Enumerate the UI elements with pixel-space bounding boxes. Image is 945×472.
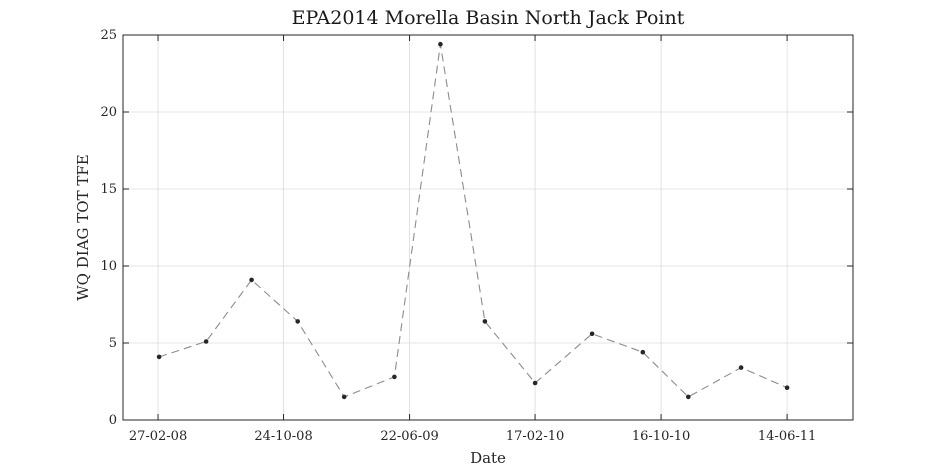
- data-point: [738, 365, 744, 370]
- data-point: [249, 277, 254, 283]
- data-point: [686, 394, 691, 400]
- y-tick-label: 5: [109, 336, 117, 351]
- data-point: [640, 349, 646, 355]
- x-tick-label: 24-10-08: [254, 429, 312, 444]
- x-tick-label: 14-06-11: [758, 429, 816, 444]
- data-point: [341, 394, 347, 400]
- data-point: [156, 354, 162, 360]
- data-point: [203, 339, 209, 344]
- y-tick-label: 20: [100, 105, 117, 120]
- y-axis-label: WQ DIAG TOT TFE: [74, 154, 92, 300]
- plot-area-frame: [122, 34, 854, 421]
- y-tick-label: 25: [100, 28, 117, 43]
- data-series: [156, 41, 790, 400]
- data-point: [784, 385, 790, 391]
- data-point: [532, 380, 538, 386]
- y-tick-label: 15: [100, 182, 117, 197]
- x-axis-label: Date: [470, 449, 506, 467]
- x-tick-label: 22-06-09: [380, 429, 438, 444]
- x-tick-label: 17-02-10: [506, 429, 564, 444]
- y-tick-label: 10: [100, 259, 117, 274]
- chart-title: EPA2014 Morella Basin North Jack Point: [292, 7, 685, 29]
- data-point: [438, 41, 443, 47]
- x-tick-label: 27-02-08: [129, 429, 187, 444]
- data-point: [392, 374, 397, 380]
- series-line: [158, 44, 788, 398]
- axis-ticks: 0 5 10 15 20 25 27-02-08 24-10-08 22-06-09 17-02-…: [100, 28, 853, 444]
- data-point: [482, 319, 488, 324]
- data-point: [589, 331, 595, 337]
- x-tick-label: 16-10-10: [632, 429, 690, 444]
- y-tick-label: 0: [109, 413, 117, 428]
- data-point: [295, 319, 301, 324]
